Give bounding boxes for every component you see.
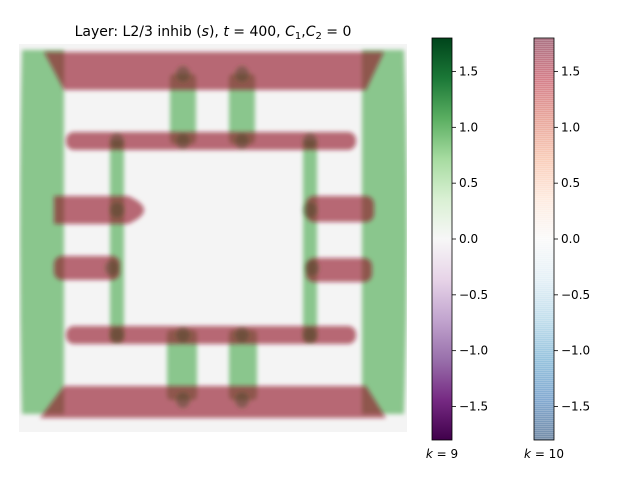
colorbar-k10-tick-label: 0.5 [561, 176, 580, 190]
overlap-spot [110, 327, 124, 343]
k10-region [66, 132, 356, 150]
colorbar-k10-tick-label: −1.0 [561, 344, 590, 358]
k9-region [229, 74, 255, 144]
overlap-spot [176, 66, 190, 82]
heatmap-background [19, 44, 407, 432]
k9-region [303, 140, 317, 342]
k10-layer [40, 52, 386, 418]
k9-region [362, 50, 407, 414]
colorbar-k9-tick-label: 1.5 [459, 65, 478, 79]
overlap-spot [176, 392, 190, 408]
k10-region [54, 256, 120, 280]
k10-region [44, 52, 384, 90]
k10-region [40, 386, 386, 418]
overlap-spot [110, 133, 124, 149]
overlap-spot [235, 392, 249, 408]
colorbar-k10-stripes [534, 38, 554, 440]
colorbar-k9-tick-label: −1.5 [459, 400, 488, 414]
colorbar-k9-tick-label: 0.0 [459, 232, 478, 246]
overlap-spot [235, 133, 249, 149]
colorbar-k9-tick-label: 0.5 [459, 176, 478, 190]
k9-region [229, 330, 257, 400]
colorbar-k9: 1.5 1.0 0.5 0.0 −0.5 −1.0 −1.5 k = 9 [426, 37, 488, 461]
k10-region [306, 258, 372, 282]
colorbar-k9-label: k = 9 [426, 447, 458, 461]
overlap-spot [235, 66, 249, 82]
overlap-spot [303, 133, 317, 149]
overlap-spot [303, 202, 317, 218]
colorbar-k9-tick-label: −0.5 [459, 288, 488, 302]
colorbar-k10: 1.5 1.0 0.5 0.0 −0.5 −1.0 −1.5 k = 10 [524, 37, 590, 461]
colorbar-k9-tick-label: 1.0 [459, 120, 478, 134]
colorbar-k9-tick-label: −1.0 [459, 344, 488, 358]
k9-region [110, 140, 124, 342]
colorbar-k10-tick-label: 0.0 [561, 232, 580, 246]
overlap-spot [303, 327, 317, 343]
overlap-spot [110, 202, 124, 218]
overlap-spot [105, 260, 119, 276]
k10-region [66, 326, 356, 344]
k9-region [167, 330, 197, 400]
k10-region [54, 196, 144, 224]
colorbar-k10-tick-label: 1.5 [561, 65, 580, 79]
overlap-spot [176, 133, 190, 149]
k9-layer [20, 50, 407, 414]
overlap-spot [235, 327, 249, 343]
overlap-spot [305, 260, 319, 276]
overlap-spot [176, 327, 190, 343]
k9-region [20, 50, 64, 414]
heatmap [19, 44, 407, 432]
colorbar-k9-gradient [432, 38, 452, 440]
colorbar-k10-tick-label: −0.5 [561, 288, 590, 302]
colorbar-k10-label: k = 10 [524, 447, 564, 461]
colorbar-k10-tick-label: 1.0 [561, 120, 580, 134]
k9-region [170, 74, 196, 144]
k10-region [306, 196, 374, 222]
chart-title: Layer: L2/3 inhib (s), t = 400, C1,C2 = … [75, 24, 352, 42]
colorbar-k10-tick-label: −1.5 [561, 400, 590, 414]
